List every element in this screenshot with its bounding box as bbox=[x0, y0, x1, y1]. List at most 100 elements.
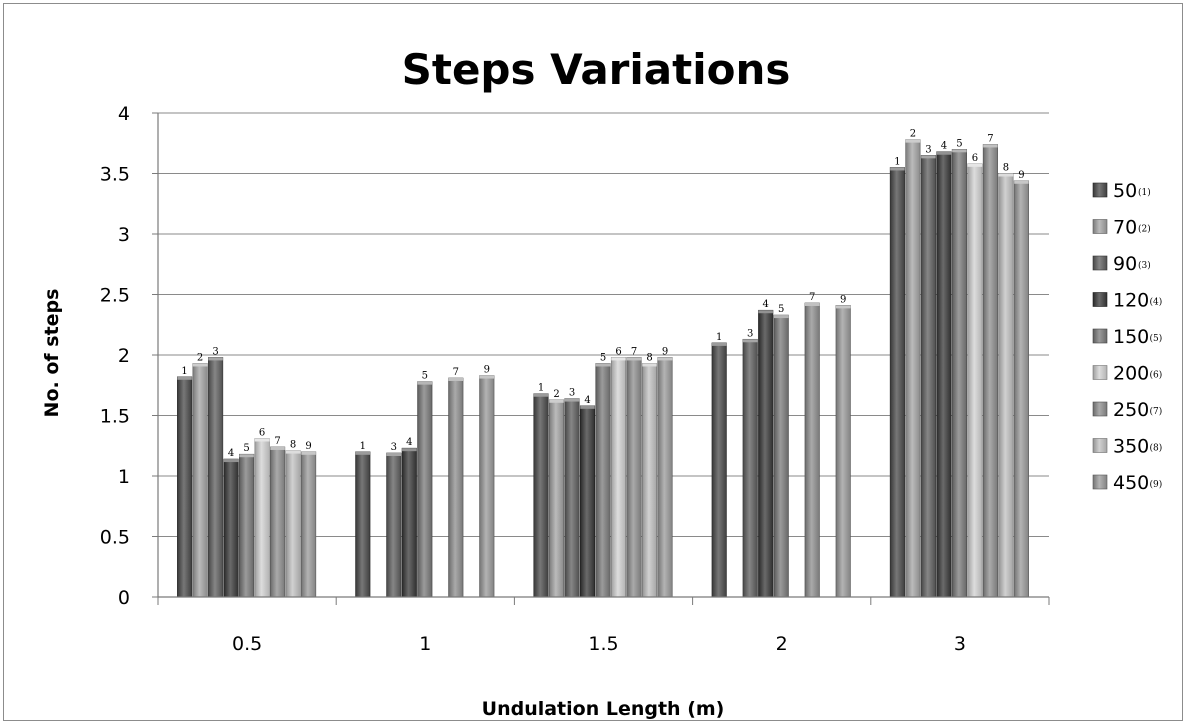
bar-data-label: 7 bbox=[809, 292, 815, 303]
bar-cap bbox=[564, 398, 580, 402]
bar-cap bbox=[177, 376, 192, 380]
bar bbox=[804, 302, 820, 598]
bar-data-label: 9 bbox=[1018, 170, 1024, 181]
bar-data-label: 9 bbox=[662, 346, 668, 357]
bar-cap bbox=[417, 381, 433, 385]
bar-data-label: 1 bbox=[360, 441, 366, 452]
bar bbox=[270, 446, 286, 598]
legend-series-tag: (5) bbox=[1150, 333, 1163, 344]
bar-cap bbox=[239, 454, 254, 458]
bar-data-label: 5 bbox=[778, 304, 784, 315]
bar bbox=[301, 451, 317, 598]
bar-cap bbox=[983, 144, 998, 148]
bar bbox=[239, 453, 255, 598]
bar-cap bbox=[595, 363, 611, 367]
bar-cap bbox=[611, 357, 626, 361]
y-tick-label: 3 bbox=[118, 224, 130, 246]
bar-data-label: 2 bbox=[197, 352, 203, 363]
bar-cap bbox=[657, 357, 673, 361]
legend-series-tag: (6) bbox=[1150, 370, 1163, 381]
bar-data-label: 1 bbox=[181, 366, 187, 377]
bar-data-label: 4 bbox=[406, 437, 412, 448]
bar-data-label: 4 bbox=[763, 299, 769, 310]
bar-data-label: 6 bbox=[615, 346, 621, 357]
bar-cap bbox=[254, 438, 270, 442]
bar-cap bbox=[952, 149, 967, 153]
bar-cap bbox=[355, 451, 371, 455]
bar bbox=[889, 167, 905, 598]
bar-cap bbox=[758, 310, 773, 314]
bar-data-label: 6 bbox=[972, 153, 978, 164]
legend-swatch bbox=[1092, 292, 1108, 307]
bar-data-label: 2 bbox=[553, 389, 559, 400]
bar bbox=[355, 451, 371, 598]
bar-data-label: 7 bbox=[631, 346, 637, 357]
bar bbox=[448, 377, 464, 598]
y-tick-label: 0 bbox=[118, 587, 130, 609]
bar bbox=[626, 357, 642, 598]
legend-series-tag: (1) bbox=[1138, 187, 1151, 198]
legend-series-tag: (8) bbox=[1150, 443, 1163, 454]
chart-title: Steps Variations bbox=[402, 45, 791, 94]
y-tick-label: 3.5 bbox=[100, 164, 130, 186]
bar bbox=[758, 309, 774, 598]
bar-data-label: 1 bbox=[716, 332, 722, 343]
bar bbox=[223, 458, 239, 598]
bar-data-label: 5 bbox=[956, 138, 962, 149]
bar-cap bbox=[192, 363, 208, 367]
bar bbox=[905, 139, 921, 598]
legend-swatch bbox=[1092, 182, 1108, 198]
bar-data-label: 1 bbox=[538, 383, 544, 394]
y-tick-label: 4 bbox=[118, 103, 130, 125]
bar bbox=[579, 405, 596, 598]
bar-cap bbox=[533, 393, 549, 397]
legend-swatch bbox=[1092, 365, 1108, 380]
bar-cap bbox=[270, 446, 285, 450]
bar bbox=[773, 314, 789, 598]
bar-cap bbox=[804, 302, 820, 306]
legend-series-tag: (3) bbox=[1138, 260, 1151, 271]
bar bbox=[533, 393, 549, 598]
bar-data-label: 4 bbox=[941, 141, 947, 152]
bar bbox=[177, 376, 193, 598]
legend-label: 50 bbox=[1113, 180, 1137, 202]
bar bbox=[998, 173, 1014, 598]
bar-cap bbox=[223, 459, 239, 463]
bar-data-label: 1 bbox=[894, 156, 900, 167]
bar-data-label: 9 bbox=[305, 441, 311, 452]
x-tick-label: 0.5 bbox=[232, 633, 262, 655]
bar-data-label: 8 bbox=[290, 440, 296, 451]
bar-cap bbox=[386, 453, 402, 457]
x-axis-title: Undulation Length (m) bbox=[482, 698, 725, 720]
bar-data-label: 4 bbox=[228, 448, 234, 459]
legend-label: 70 bbox=[1113, 217, 1137, 239]
x-tick-label: 1 bbox=[419, 633, 431, 655]
bar bbox=[982, 144, 998, 598]
bar-data-label: 3 bbox=[391, 442, 397, 453]
legend-label: 350 bbox=[1113, 436, 1149, 458]
bar-data-label: 3 bbox=[212, 346, 218, 357]
bar bbox=[564, 398, 580, 598]
bar bbox=[936, 151, 952, 598]
bar bbox=[386, 452, 402, 598]
bar-data-label: 5 bbox=[600, 352, 606, 363]
bar-data-label: 6 bbox=[259, 427, 265, 438]
legend-label: 90 bbox=[1113, 253, 1137, 275]
bar-data-label: 7 bbox=[274, 436, 280, 447]
bar-cap bbox=[773, 315, 789, 319]
bar bbox=[951, 149, 967, 598]
bar bbox=[285, 450, 301, 598]
x-tick-labels: 0.5 1 1.5 2 3 bbox=[232, 633, 966, 655]
bar bbox=[835, 305, 851, 598]
bar-data-label: 2 bbox=[910, 129, 916, 140]
bar-cap bbox=[936, 151, 952, 155]
legend-series-tag: (4) bbox=[1150, 297, 1163, 308]
bar-cap bbox=[448, 377, 464, 381]
bar-data-label: 3 bbox=[925, 144, 931, 155]
bar-cap bbox=[549, 399, 564, 403]
legend-series-tag: (2) bbox=[1138, 224, 1151, 235]
legend-label: 450 bbox=[1113, 472, 1149, 494]
x-tick-label: 1.5 bbox=[588, 633, 618, 655]
bar-data-label: 7 bbox=[453, 367, 459, 378]
bar bbox=[641, 363, 658, 598]
